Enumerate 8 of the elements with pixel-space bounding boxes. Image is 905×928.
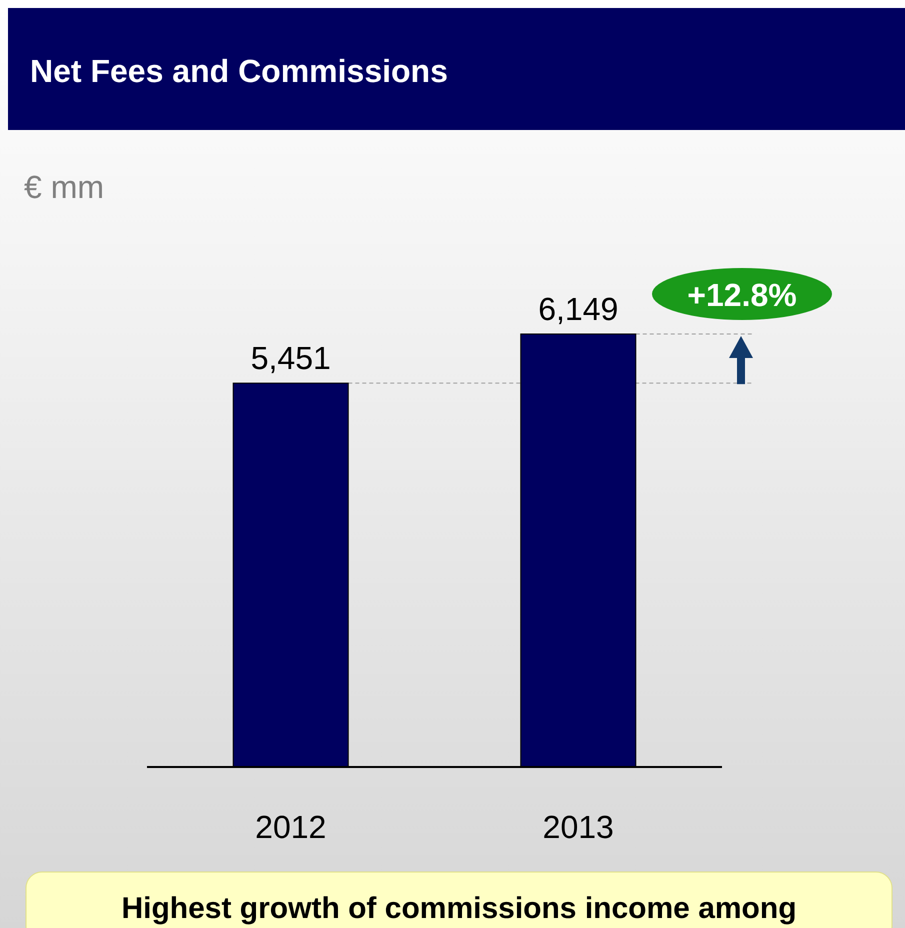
chart-title: Net Fees and Commissions: [30, 53, 448, 89]
text: +12.8%: [687, 277, 797, 313]
text: € mm: [24, 169, 104, 205]
data-label: 6,149: [538, 291, 618, 327]
x-tick-label: 2012: [255, 809, 326, 845]
data-label: 5,451: [250, 340, 331, 376]
x-tick-label: 2013: [542, 809, 614, 845]
text: Highest growth of commissions income among: [121, 892, 797, 925]
